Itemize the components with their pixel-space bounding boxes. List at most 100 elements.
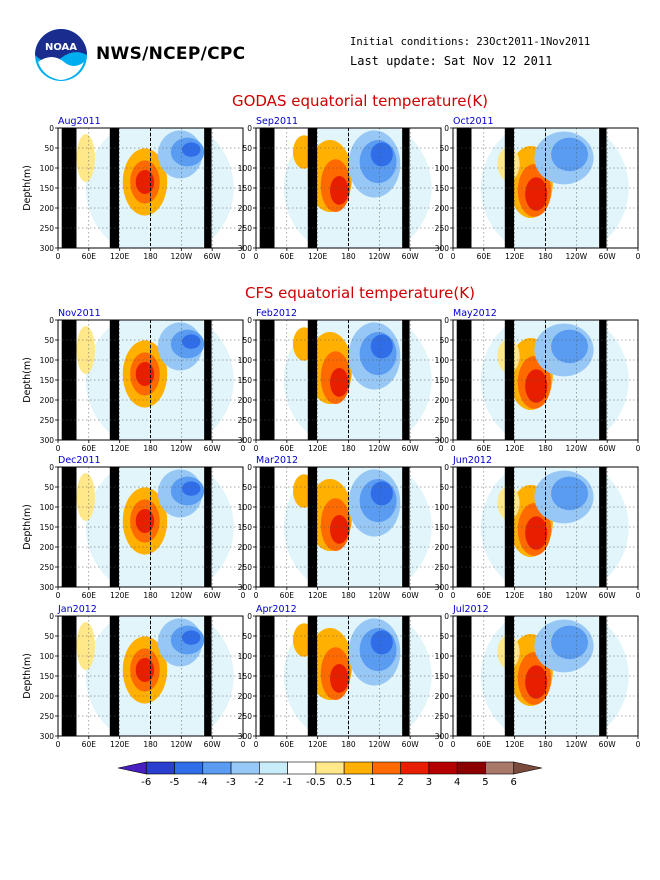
x-tick-label: 120E	[505, 740, 524, 749]
x-tick-label: 0	[451, 252, 456, 261]
colorbar: -6 -5 -4 -3 -2 -1 -0.5 0.5 1 2 3 4 5 6	[117, 761, 543, 788]
anomaly-field	[256, 467, 441, 587]
land-mask	[402, 467, 410, 587]
y-tick-label: 250	[40, 416, 55, 425]
panel-label: Sep2011	[256, 116, 298, 127]
anomaly-contour	[181, 630, 201, 645]
panel-3: Nov2011 0 60E 120E 180 120W 60W 0 0 50 100 150 200 25…	[40, 308, 246, 453]
x-tick-label: 60E	[82, 591, 97, 600]
x-tick-label: 180	[538, 740, 553, 749]
initial-conditions: Initial conditions: 23Oct2011-1Nov2011	[350, 36, 591, 48]
anomaly-contour	[551, 137, 589, 172]
y-tick-label: 150	[40, 184, 55, 193]
x-tick-label: 60W	[402, 591, 420, 600]
land-mask	[456, 616, 472, 736]
y-tick-label: 300	[238, 436, 253, 445]
y-tick-label: 200	[40, 692, 55, 701]
noaa-logo-icon: NOAA	[35, 29, 87, 81]
y-tick-label: 150	[435, 184, 450, 193]
y-axis-label: Depth(m)	[22, 504, 33, 550]
panel-label: Jan2012	[57, 604, 97, 615]
anomaly-contour	[135, 509, 155, 533]
anomaly-contour	[525, 665, 548, 699]
y-tick-label: 0	[49, 316, 54, 325]
x-tick-label: 120W	[170, 740, 192, 749]
y-tick-label: 250	[40, 563, 55, 572]
colorbar-label: -6	[141, 777, 151, 788]
x-tick-label: 120W	[368, 591, 390, 600]
y-tick-label: 150	[40, 376, 55, 385]
panel-label: Aug2011	[58, 116, 101, 127]
y-tick-label: 150	[435, 376, 450, 385]
colorbar-segment	[400, 761, 430, 775]
x-tick-label: 0	[56, 252, 61, 261]
colorbar-segment	[456, 761, 486, 775]
x-tick-label: 60E	[477, 591, 492, 600]
x-tick-label: 0	[241, 252, 246, 261]
anomaly-field	[453, 467, 638, 587]
panel-label: Dec2011	[58, 455, 101, 466]
x-tick-label: 120E	[308, 591, 327, 600]
y-tick-label: 300	[435, 583, 450, 592]
x-tick-label: 180	[143, 740, 158, 749]
land-mask	[599, 320, 607, 440]
colorbar-label: 4	[454, 777, 460, 788]
y-tick-label: 300	[238, 732, 253, 741]
y-tick-label: 100	[40, 164, 55, 173]
colorbar-segment	[372, 761, 401, 775]
y-tick-label: 300	[40, 732, 55, 741]
x-tick-label: 60W	[599, 252, 617, 261]
x-tick-label: 180	[538, 444, 553, 453]
anomaly-contour	[551, 329, 589, 364]
anomaly-field	[256, 320, 441, 440]
colorbar-segment	[230, 761, 260, 775]
y-tick-label: 100	[238, 652, 253, 661]
y-tick-label: 50	[242, 483, 252, 492]
y-tick-label: 0	[247, 463, 252, 472]
x-tick-label: 60W	[402, 444, 420, 453]
panel-label: Feb2012	[256, 308, 297, 319]
x-tick-label: 60W	[599, 740, 617, 749]
y-tick-label: 150	[238, 672, 253, 681]
y-tick-label: 0	[444, 124, 449, 133]
anomaly-field	[256, 616, 441, 736]
y-tick-label: 50	[44, 144, 54, 153]
y-tick-label: 200	[435, 396, 450, 405]
y-tick-label: 150	[40, 523, 55, 532]
x-tick-label: 60E	[280, 740, 295, 749]
x-tick-label: 60W	[599, 591, 617, 600]
x-tick-label: 0	[254, 591, 259, 600]
anomaly-contour	[525, 177, 548, 211]
x-tick-label: 180	[143, 591, 158, 600]
y-tick-label: 300	[40, 244, 55, 253]
y-tick-label: 150	[238, 376, 253, 385]
x-tick-label: 0	[439, 252, 444, 261]
y-tick-label: 200	[40, 204, 55, 213]
colorbar-label: 6	[511, 777, 517, 788]
y-tick-label: 250	[435, 224, 450, 233]
y-tick-label: 100	[435, 164, 450, 173]
x-tick-label: 0	[56, 591, 61, 600]
x-tick-label: 0	[451, 444, 456, 453]
colorbar-label: 1	[369, 777, 375, 788]
x-tick-label: 60E	[477, 444, 492, 453]
x-tick-label: 60E	[280, 444, 295, 453]
land-mask	[259, 128, 275, 248]
x-tick-label: 180	[341, 740, 356, 749]
y-tick-label: 250	[238, 712, 253, 721]
panel-label: Jun2012	[452, 455, 492, 466]
land-mask	[61, 320, 77, 440]
anomaly-contour	[551, 476, 589, 511]
land-mask	[599, 616, 607, 736]
panel-label: May2012	[453, 308, 497, 319]
anomaly-contour	[370, 142, 393, 167]
y-tick-label: 100	[435, 356, 450, 365]
y-tick-label: 200	[40, 543, 55, 552]
x-tick-label: 120E	[505, 444, 524, 453]
land-mask	[402, 320, 410, 440]
y-tick-label: 200	[238, 204, 253, 213]
panel-label: Mar2012	[256, 455, 298, 466]
